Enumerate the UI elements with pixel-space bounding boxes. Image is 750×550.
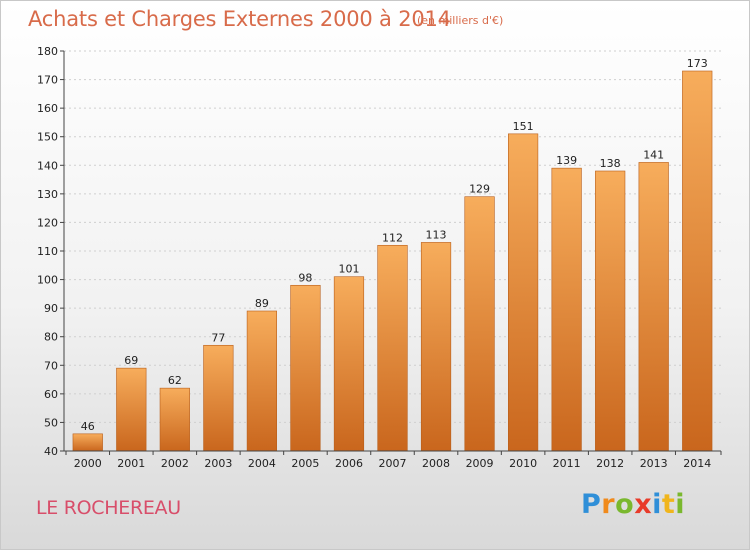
chart-subtitle: (en milliers d'€) xyxy=(417,14,504,27)
y-tick-label: 50 xyxy=(44,416,58,429)
logo-letter: P xyxy=(581,489,602,520)
chart-title: Achats et Charges Externes 2000 à 2014 xyxy=(28,7,451,31)
x-tick-label-2001: 2001 xyxy=(117,457,145,470)
x-tick-label-2005: 2005 xyxy=(291,457,319,470)
logo-letter: i xyxy=(675,489,686,520)
value-label-2005: 98 xyxy=(298,271,312,284)
x-tick-label-2011: 2011 xyxy=(553,457,581,470)
x-tick-label-2013: 2013 xyxy=(640,457,668,470)
value-label-2013: 141 xyxy=(643,148,664,161)
bar-2009 xyxy=(464,196,495,452)
value-label-2011: 139 xyxy=(556,154,577,167)
value-label-2008: 113 xyxy=(426,228,447,241)
x-tick-label-2012: 2012 xyxy=(596,457,624,470)
y-tick-label: 90 xyxy=(44,302,58,315)
y-tick-label: 70 xyxy=(44,359,58,372)
x-tick-label-2009: 2009 xyxy=(466,457,494,470)
logo-letter: i xyxy=(652,489,662,520)
x-tick-label-2004: 2004 xyxy=(248,457,276,470)
commune-name: LE ROCHEREAU xyxy=(36,497,181,519)
value-label-2000: 46 xyxy=(81,420,95,433)
x-axis: 2000 2001 2002 2003 2004 2005 2006 2007 2008 2009… xyxy=(64,450,722,470)
logo-letter: x xyxy=(634,489,653,520)
y-tick-label: 170 xyxy=(37,74,58,87)
bar-2014 xyxy=(682,70,713,452)
bar-2001 xyxy=(116,367,147,452)
bar-2002 xyxy=(159,387,190,452)
bars xyxy=(72,70,713,452)
y-tick-label: 180 xyxy=(37,45,58,58)
y-tick-label: 60 xyxy=(44,388,58,401)
bar-2006 xyxy=(333,276,365,452)
x-tick-label-2006: 2006 xyxy=(335,457,363,470)
x-tick-label-2008: 2008 xyxy=(422,457,450,470)
bar-2004 xyxy=(246,310,278,452)
value-label-2007: 112 xyxy=(382,231,403,244)
value-label-2010: 151 xyxy=(513,120,534,133)
value-label-2002: 62 xyxy=(168,374,182,387)
bar-2007 xyxy=(377,244,408,452)
x-tick-label-2002: 2002 xyxy=(161,457,189,470)
bar-2008 xyxy=(420,242,452,452)
x-tick-label-2003: 2003 xyxy=(204,457,232,470)
value-label-2012: 138 xyxy=(600,157,621,170)
bar-2012 xyxy=(595,170,626,452)
y-tick-label: 100 xyxy=(37,274,58,287)
bar-2003 xyxy=(203,344,234,452)
y-tick-label: 160 xyxy=(37,102,58,115)
x-tick-label-2000: 2000 xyxy=(74,457,102,470)
bar-2010 xyxy=(507,133,539,452)
value-label-2014: 173 xyxy=(687,57,708,70)
value-label-2001: 69 xyxy=(124,354,138,367)
y-tick-label: 80 xyxy=(44,331,58,344)
y-tick-label: 130 xyxy=(37,188,58,201)
y-tick-label: 40 xyxy=(44,445,58,458)
value-label-2006: 101 xyxy=(338,263,359,276)
bar-2005 xyxy=(290,284,321,452)
bar-2011 xyxy=(551,167,582,452)
bar-2000 xyxy=(72,433,103,452)
value-label-2009: 129 xyxy=(469,183,490,196)
y-tick-label: 140 xyxy=(37,159,58,172)
x-tick-label-2007: 2007 xyxy=(379,457,407,470)
y-tick-label: 110 xyxy=(37,245,58,258)
y-tick-label: 150 xyxy=(37,131,58,144)
logo-letter: o xyxy=(615,489,635,520)
value-labels: 46 69 62 77 89 98 101 112 113 129 151 139 138 141 173 xyxy=(81,57,708,433)
value-label-2004: 89 xyxy=(255,297,269,310)
x-tick-label-2014: 2014 xyxy=(683,457,711,470)
logo-letter: r xyxy=(601,489,616,520)
logo-letter: t xyxy=(661,489,676,520)
y-tick-label: 120 xyxy=(37,216,58,229)
x-tick-label-2010: 2010 xyxy=(509,457,537,470)
value-label-2003: 77 xyxy=(211,331,225,344)
proxiti-logo[interactable]: Proxiti xyxy=(581,489,685,520)
bar-2013 xyxy=(638,162,669,452)
y-axis: 40 50 60 70 80 90 100 110 120 130 140 150 160 170 180 xyxy=(37,45,65,458)
